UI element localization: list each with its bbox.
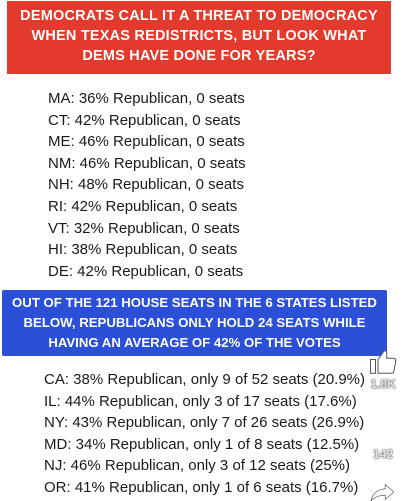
- summary-line: BELOW, REPUBLICANS ONLY HOLD 24 SEATS WH…: [23, 315, 366, 330]
- list-item: NJ: 46% Republican, only 3 of 12 seats (…: [44, 457, 350, 475]
- comment-count: 142: [372, 447, 394, 461]
- list-item: NM: 46% Republican, 0 seats: [48, 154, 246, 172]
- list-item: ME: 46% Republican, 0 seats: [48, 133, 245, 151]
- zero-seat-states-list: MA: 36% Republican, 0 seats CT: 42% Repu…: [48, 88, 246, 282]
- share-icon: [370, 483, 395, 501]
- like-button[interactable]: 1.8K: [361, 347, 405, 391]
- list-item: NY: 43% Republican, only 7 of 26 seats (…: [44, 414, 365, 432]
- list-item: NH: 48% Republican, 0 seats: [48, 176, 244, 194]
- social-action-rail: 1.8K 142: [361, 345, 405, 501]
- headline-line: WHEN TEXAS REDISTRICTS, BUT LOOK WHAT: [31, 28, 367, 44]
- list-item: IL: 44% Republican, only 3 of 17 seats (…: [44, 392, 357, 410]
- comment-icon: [369, 419, 397, 446]
- thumbs-up-icon: [370, 350, 397, 374]
- list-item: VT: 32% Republican, 0 seats: [48, 219, 240, 237]
- comment-button[interactable]: 142: [361, 417, 405, 461]
- list-item: DE: 42% Republican, 0 seats: [48, 262, 244, 280]
- partial-seat-states-list: CA: 38% Republican, only 9 of 52 seats (…: [44, 369, 365, 499]
- list-item: MD: 34% Republican, only 1 of 8 seats (1…: [44, 435, 360, 453]
- list-item: MA: 36% Republican, 0 seats: [48, 90, 245, 107]
- headline-line: DEMOCRATS CALL IT A THREAT TO DEMOCRACY: [20, 8, 378, 24]
- list-item: OR: 41% Republican, only 1 of 6 seats (1…: [44, 478, 359, 496]
- summary-line: HAVING AN AVERAGE OF 42% OF THE VOTES: [48, 335, 341, 350]
- like-count: 1.8K: [370, 377, 396, 391]
- share-button[interactable]: [361, 483, 405, 501]
- headline-banner: DEMOCRATS CALL IT A THREAT TO DEMOCRACY …: [7, 1, 391, 74]
- summary-line: OUT OF THE 121 HOUSE SEATS IN THE 6 STAT…: [12, 295, 377, 310]
- summary-banner: OUT OF THE 121 HOUSE SEATS IN THE 6 STAT…: [2, 290, 387, 356]
- headline-line: DEMS HAVE DONE FOR YEARS?: [82, 48, 316, 64]
- list-item: HI: 38% Republican, 0 seats: [48, 241, 238, 259]
- list-item: CA: 38% Republican, only 9 of 52 seats (…: [44, 371, 366, 388]
- list-item: CT: 42% Republican, 0 seats: [48, 111, 241, 129]
- list-item: RI: 42% Republican, 0 seats: [48, 197, 238, 215]
